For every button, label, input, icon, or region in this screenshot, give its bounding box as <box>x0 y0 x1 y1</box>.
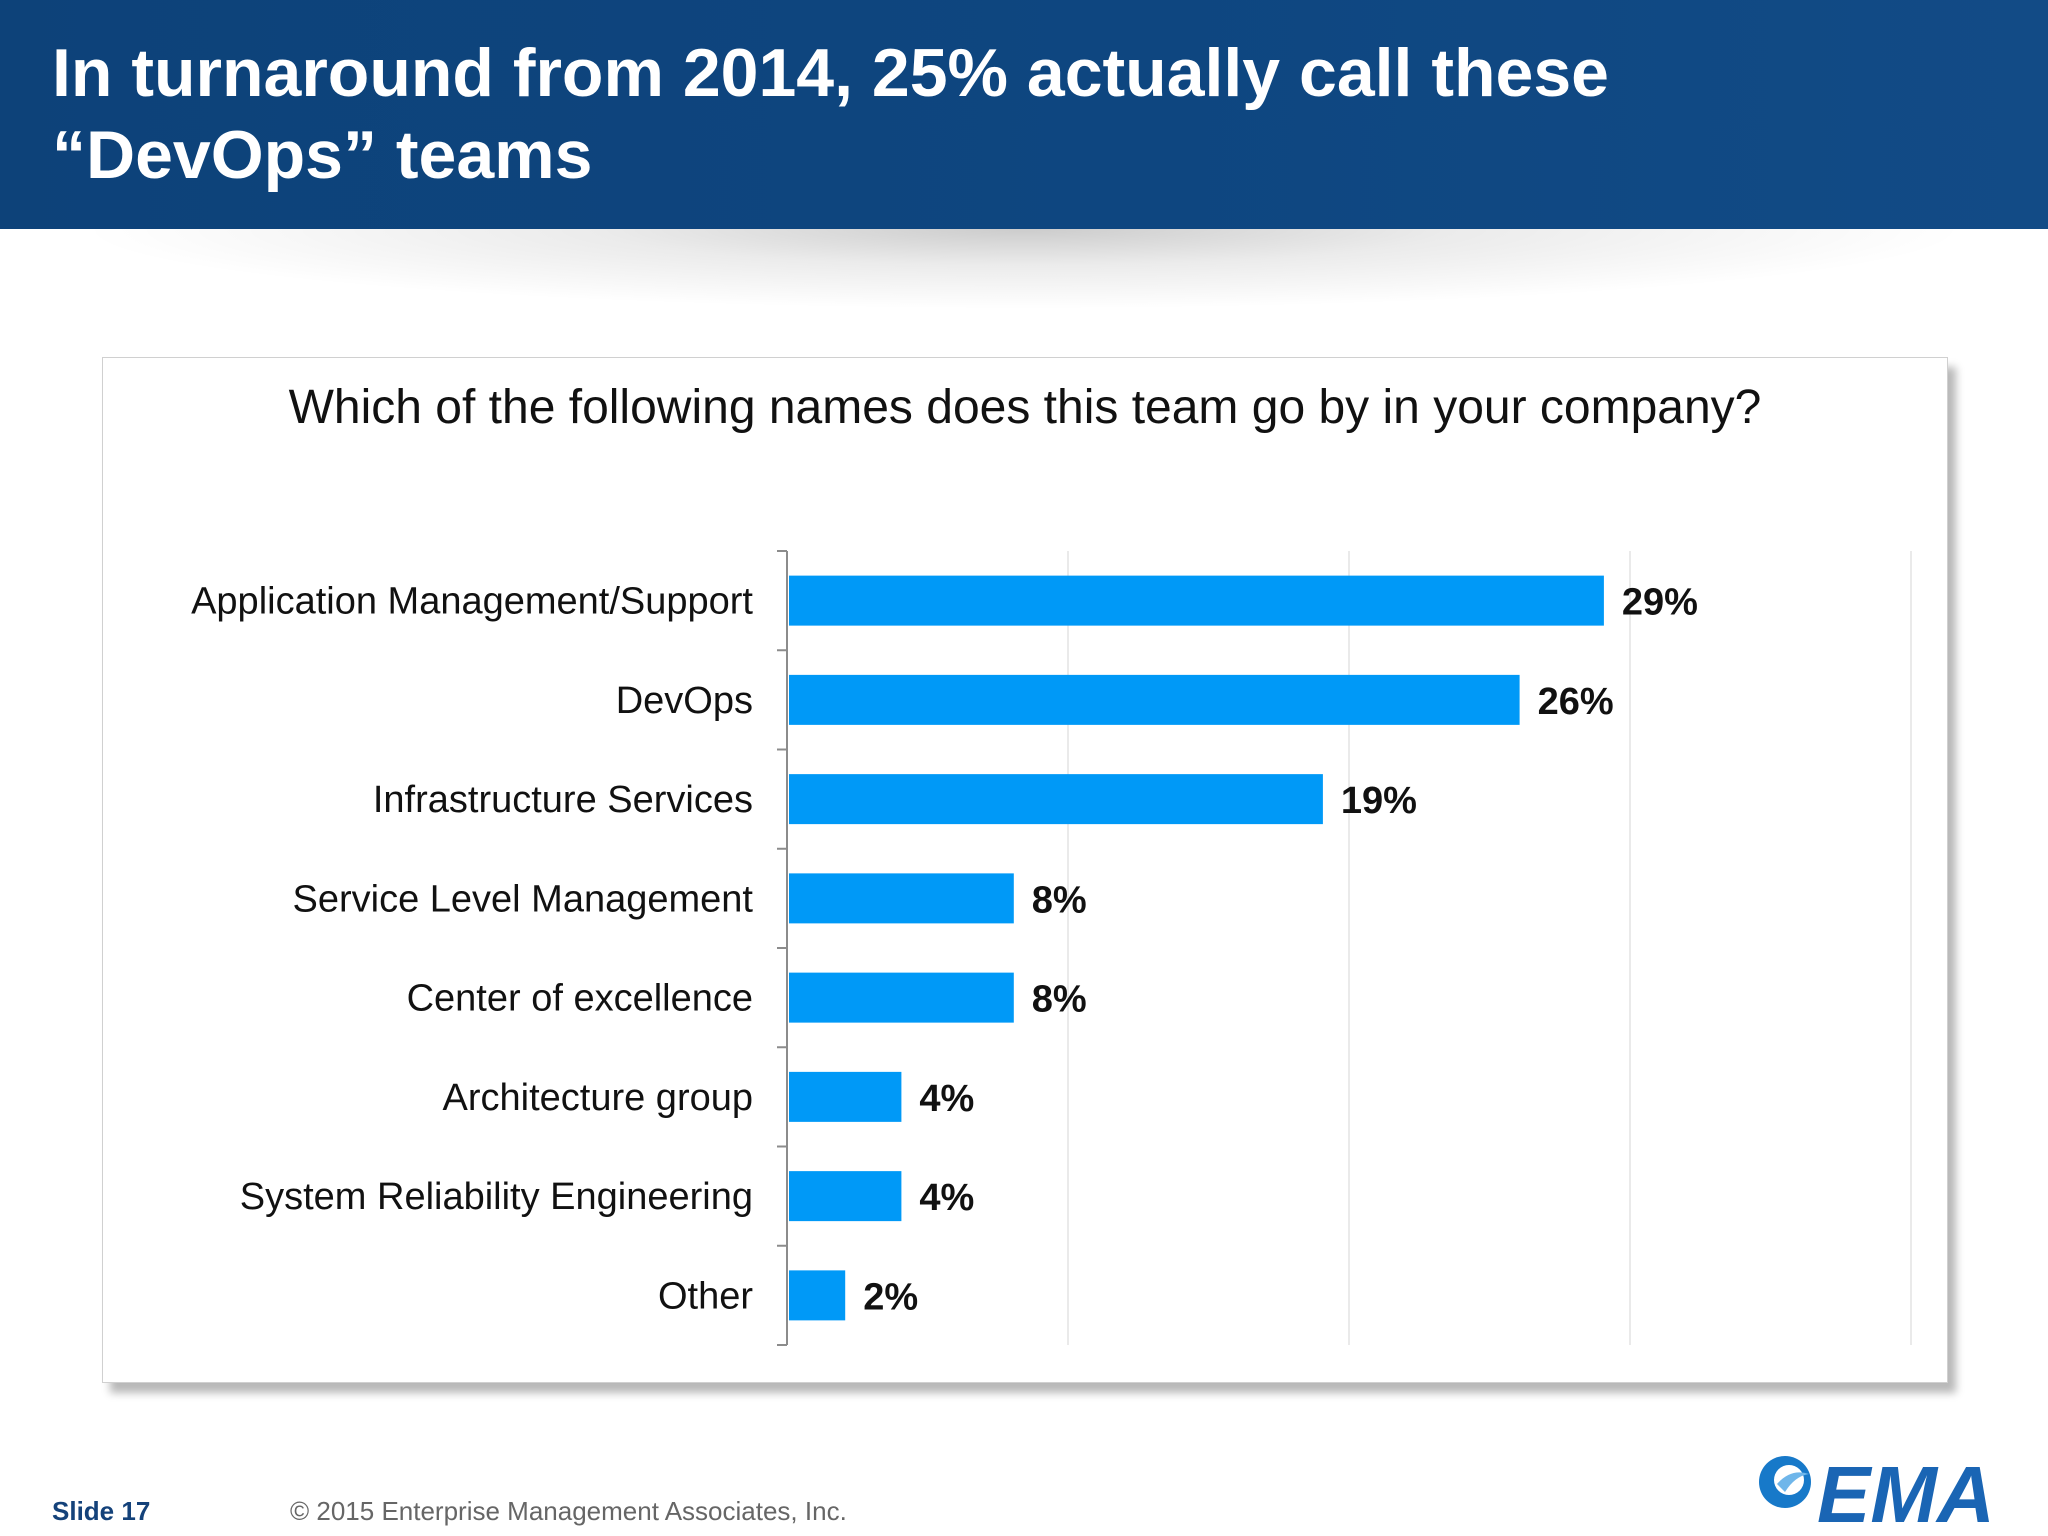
category-label: System Reliability Engineering <box>240 1176 753 1218</box>
logo-text: EMA <box>1817 1450 1995 1530</box>
bar <box>789 674 1520 725</box>
slide-title: In turnaround from 2014, 25% actually ca… <box>52 35 1609 193</box>
slide-number: Slide 17 <box>52 1496 151 1526</box>
bar <box>789 575 1604 626</box>
category-label: Service Level Management <box>293 878 754 920</box>
data-label: 4% <box>919 1177 974 1219</box>
bar <box>789 1171 902 1222</box>
bar <box>789 1071 902 1122</box>
data-label: 8% <box>1032 979 1087 1021</box>
data-label: 29% <box>1622 582 1698 624</box>
category-label: Infrastructure Services <box>373 779 753 821</box>
category-label: Center of excellence <box>407 978 753 1020</box>
ema-logo: EMA <box>1759 1450 1995 1530</box>
title-bar: In turnaround from 2014, 25% actually ca… <box>0 0 2048 229</box>
bar-chart: Application Management/Support 29% DevOps 2… <box>191 550 1912 1346</box>
data-label: 26% <box>1538 681 1614 723</box>
bar <box>789 1270 846 1321</box>
bar <box>789 774 1323 825</box>
bar <box>789 972 1014 1023</box>
copyright-notice: © 2015 Enterprise Management Associates,… <box>290 1496 847 1526</box>
category-label: Application Management/Support <box>191 581 753 623</box>
chart-panel: Which of the following names does this t… <box>102 357 1948 1383</box>
title-shadow <box>0 229 2048 309</box>
data-label: 4% <box>919 1078 974 1120</box>
data-label: 19% <box>1341 780 1417 822</box>
bar <box>789 873 1014 924</box>
data-label: 2% <box>863 1276 918 1318</box>
data-label: 8% <box>1032 879 1087 921</box>
category-label: Other <box>658 1275 753 1317</box>
category-label: DevOps <box>616 680 753 722</box>
category-label: Architecture group <box>443 1077 754 1119</box>
chart-title: Which of the following names does this t… <box>288 381 1762 434</box>
